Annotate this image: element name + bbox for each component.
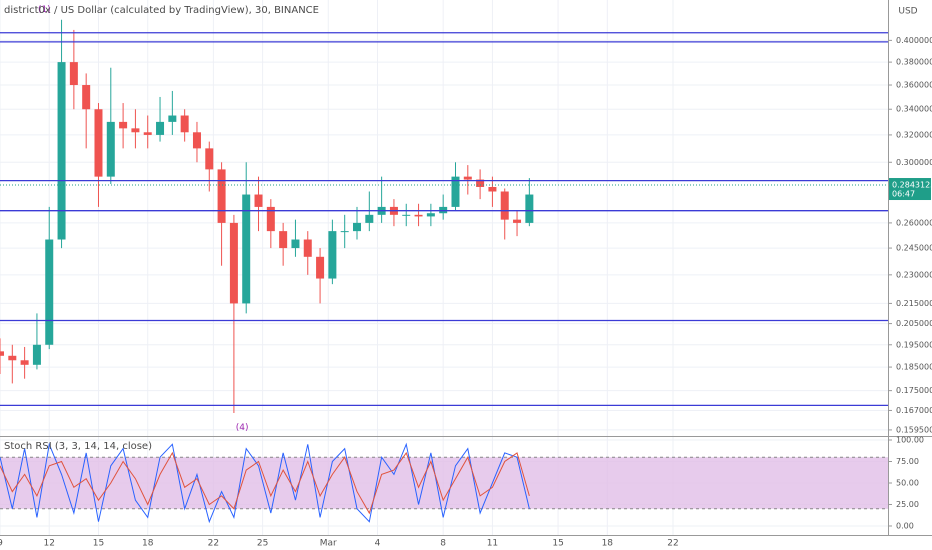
candle-body <box>500 191 509 220</box>
candle-body <box>0 351 4 356</box>
candle-body <box>414 214 423 217</box>
candle-body <box>328 231 337 279</box>
x-tick-label: 18 <box>142 539 154 549</box>
candle-body <box>402 214 411 216</box>
last-price-box <box>889 178 931 201</box>
y-tick-label: 0.21500000 <box>896 299 932 308</box>
y-tick-label: 0.18500000 <box>896 363 932 372</box>
x-tick-label: 15 <box>93 539 104 549</box>
annotation: (4) <box>236 423 249 433</box>
candle-body <box>205 148 214 170</box>
candle-body <box>32 344 41 365</box>
y-tick-label: 50.00 <box>896 478 919 487</box>
y-tick-label: 0.20500000 <box>896 319 932 328</box>
candle-body <box>82 85 91 110</box>
last-price-label: 0.28431250 <box>892 181 932 190</box>
y-tick-label: 0.16700000 <box>896 406 932 415</box>
candle-body <box>180 115 189 133</box>
candle-body <box>229 222 238 304</box>
y-tick-label: 0.19500000 <box>896 340 932 349</box>
currency: USD <box>898 7 917 17</box>
y-tick-label: 0.00 <box>896 521 914 530</box>
candle-body <box>353 222 362 232</box>
candle-body <box>463 176 472 180</box>
y-tick-label: 0.34000000 <box>896 105 932 114</box>
candle-body <box>8 355 17 361</box>
candle-body <box>106 121 115 177</box>
candle-body <box>476 179 485 187</box>
y-tick-label: 0.15950000 <box>896 425 932 434</box>
candle-body <box>143 132 152 135</box>
series-line <box>0 442 530 524</box>
candle-body <box>131 128 140 133</box>
candle-body <box>340 231 349 233</box>
candle-body <box>426 213 435 217</box>
candle-body <box>156 121 165 135</box>
candle-body <box>57 62 66 240</box>
y-tick-label: 0.32000000 <box>896 130 932 139</box>
candle-body <box>119 121 128 129</box>
x-tick-label: 25 <box>257 539 268 549</box>
candle-body <box>69 62 78 86</box>
labels: 9 12 15 18 22 25 Mar 4 8 11 15 18 22 0.15950000 0.1670… <box>0 5 932 548</box>
candle-body <box>488 186 497 192</box>
grid <box>0 0 888 535</box>
y-tick-label: 100.00 <box>896 436 924 445</box>
candle-body <box>451 176 460 207</box>
y-tick-label: 0.26000000 <box>896 218 932 227</box>
candle-body <box>525 194 534 223</box>
y-tick-label: 0.24500000 <box>896 244 932 253</box>
candle-body <box>168 115 177 122</box>
x-tick-label: 15 <box>552 539 563 549</box>
x-tick-label: Mar <box>320 539 337 549</box>
candle-body <box>45 239 54 345</box>
x-tick-label: 22 <box>667 539 678 549</box>
y-tick-label: 0.23000000 <box>896 270 932 279</box>
band-fill <box>0 457 888 509</box>
candle-body <box>192 132 201 149</box>
indicator-title: Stoch RSI (3, 3, 14, 14, close) <box>4 441 152 452</box>
chart-title: district0x / US Dollar (calculated by Tr… <box>4 5 319 16</box>
candle-body <box>20 360 29 365</box>
x-tick-label: 4 <box>375 539 381 549</box>
x-tick-label: 22 <box>208 539 219 549</box>
x-tick-label: 9 <box>0 539 3 549</box>
marks <box>0 19 888 524</box>
candle-body <box>316 256 325 279</box>
candle-body <box>242 194 251 304</box>
y-tick-label: 0.36000000 <box>896 81 932 90</box>
y-tick-label: 0.38000000 <box>896 58 932 67</box>
x-tick-label: 12 <box>44 539 55 549</box>
x-tick-label: 11 <box>487 539 498 549</box>
candle-body <box>94 109 103 177</box>
candle-body <box>303 239 312 257</box>
y-tick-label: 0.17500000 <box>896 386 932 395</box>
y-tick-label: 75.00 <box>896 457 919 466</box>
x-tick-label: 8 <box>440 539 446 549</box>
candle-body <box>266 206 275 232</box>
candle-body <box>291 239 300 249</box>
candle-body <box>365 214 374 223</box>
y-tick-label: 0.40000000 <box>896 36 932 45</box>
candle-body <box>513 219 522 223</box>
series-line <box>0 451 530 515</box>
candle-body <box>254 194 263 207</box>
countdown: 06:47 <box>892 190 915 199</box>
y-tick-label: 0.30000000 <box>896 158 932 167</box>
x-tick-label: 18 <box>602 539 614 549</box>
y-tick-label: 25.00 <box>896 500 919 509</box>
candle-body <box>279 231 288 249</box>
annotation: (1) <box>38 5 51 15</box>
candle-body <box>217 169 226 223</box>
